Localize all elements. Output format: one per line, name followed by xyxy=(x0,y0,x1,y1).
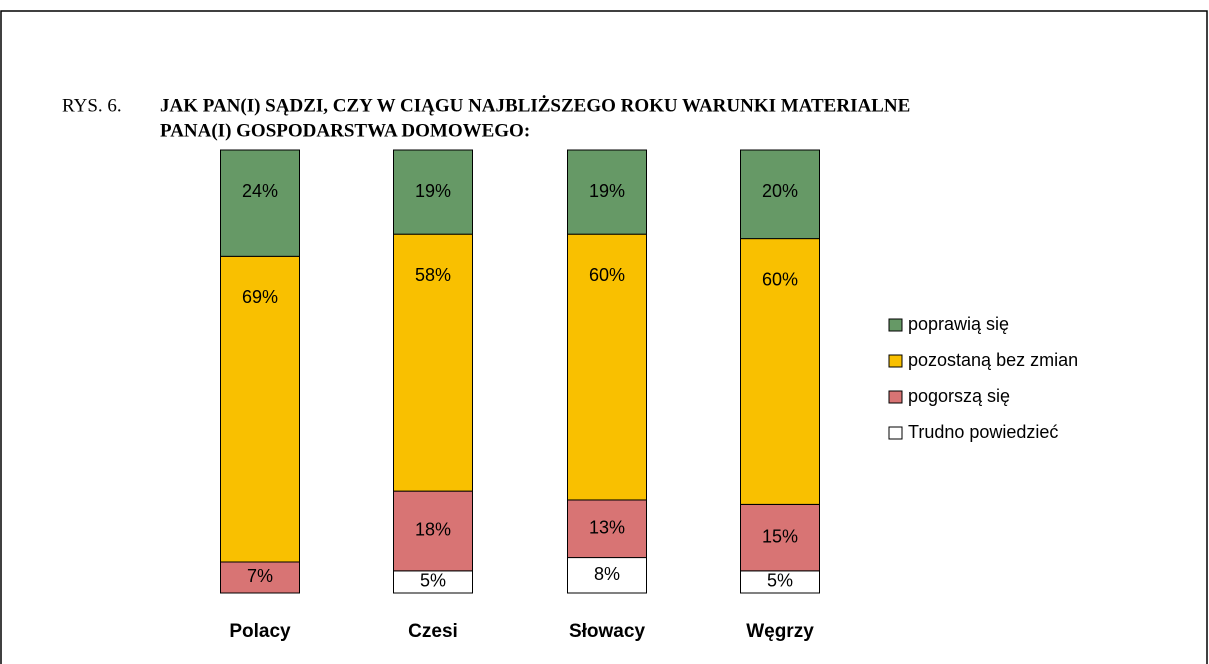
data-label: 8% xyxy=(594,564,620,584)
legend-label: pozostaną bez zmian xyxy=(908,350,1078,370)
x-tick-label: Polacy xyxy=(229,621,291,642)
bar-segment xyxy=(393,149,473,235)
data-label: 7% xyxy=(247,566,273,586)
data-label: 60% xyxy=(762,269,798,289)
legend-swatch xyxy=(888,318,903,332)
legend-label: pogorszą się xyxy=(908,386,1010,406)
bar-segment xyxy=(220,561,300,594)
data-label: 60% xyxy=(589,265,625,285)
data-label: 15% xyxy=(762,526,798,546)
legend-swatch xyxy=(888,354,903,368)
data-label: 19% xyxy=(415,181,451,201)
data-label: 58% xyxy=(415,265,451,285)
data-label: 19% xyxy=(589,181,625,201)
data-label: 5% xyxy=(767,571,793,591)
frame xyxy=(0,10,1208,664)
legend-swatch xyxy=(888,390,903,404)
bar-segment xyxy=(220,149,300,257)
bar-segment xyxy=(740,503,820,572)
bar-segment xyxy=(393,490,473,572)
data-label: 18% xyxy=(415,520,451,540)
bar-segment xyxy=(567,233,647,501)
data-label: 13% xyxy=(589,518,625,538)
legend-label: Trudno powiedzieć xyxy=(908,422,1058,442)
legend-label: poprawią się xyxy=(908,314,1009,334)
data-label: 24% xyxy=(242,181,278,201)
bar-segment xyxy=(740,238,820,505)
x-tick-label: Węgrzy xyxy=(746,621,814,642)
data-label: 20% xyxy=(762,181,798,201)
bar-segment xyxy=(740,149,820,240)
data-label: 5% xyxy=(420,571,446,591)
legend-swatch xyxy=(888,426,903,440)
bar-segment xyxy=(567,557,647,594)
bar-segment xyxy=(220,255,300,563)
figure-label: RYS. 6. xyxy=(62,95,122,116)
bar-segment xyxy=(567,149,647,235)
bar-segment xyxy=(567,499,647,559)
x-tick-label: Słowacy xyxy=(569,621,645,642)
data-label: 69% xyxy=(242,287,278,307)
x-tick-label: Czesi xyxy=(408,621,458,642)
chart-title: PANA(I) GOSPODARSTWA DOMOWEGO: xyxy=(160,120,530,141)
chart-title: JAK PAN(I) SĄDZI, CZY W CIĄGU NAJBLIŻSZE… xyxy=(160,95,910,116)
bar-segment xyxy=(393,233,473,492)
